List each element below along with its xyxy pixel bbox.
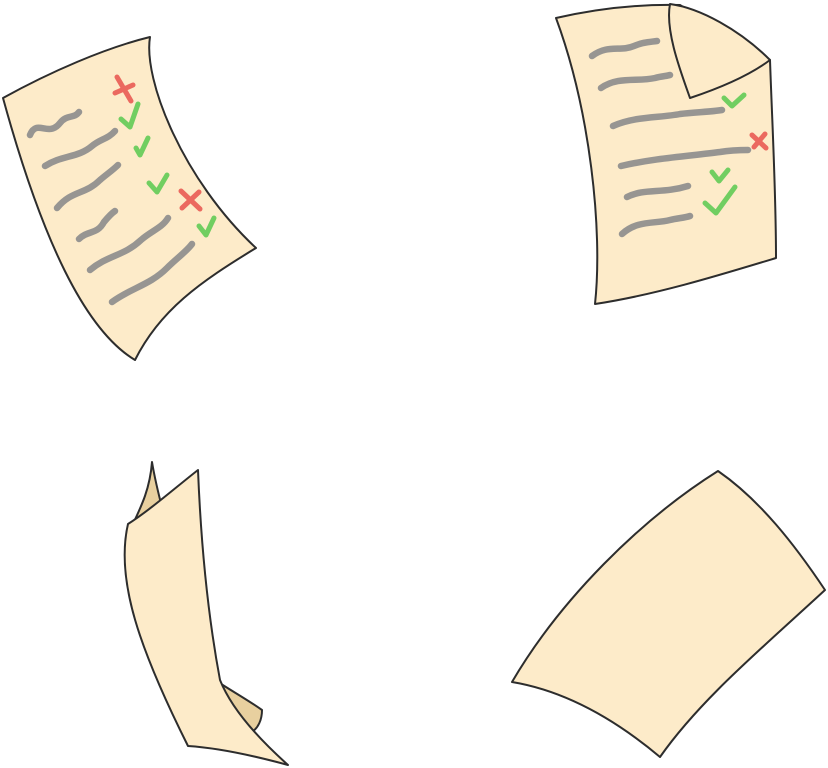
paper-sheet xyxy=(123,469,289,766)
text-scribbles xyxy=(588,37,752,238)
marks xyxy=(702,92,769,216)
text-scribbles xyxy=(26,108,196,306)
cross-icon xyxy=(112,74,136,104)
check-icon xyxy=(721,92,747,109)
check-icon xyxy=(709,167,731,184)
check-icon xyxy=(702,184,738,216)
check-icon xyxy=(118,101,141,130)
cross-icon xyxy=(178,188,203,212)
paper-blank-curled xyxy=(123,461,289,766)
check-icon xyxy=(146,172,170,195)
paper-sheet xyxy=(511,470,826,758)
folded-corner xyxy=(668,3,771,99)
cross-icon xyxy=(749,131,769,151)
marks xyxy=(112,74,217,238)
paper-checklist-left xyxy=(2,36,257,361)
check-icon xyxy=(196,215,217,238)
check-icon xyxy=(133,135,151,158)
paper-blank-flat xyxy=(511,470,826,758)
paper-checklist-right-folded-corner xyxy=(555,3,777,305)
